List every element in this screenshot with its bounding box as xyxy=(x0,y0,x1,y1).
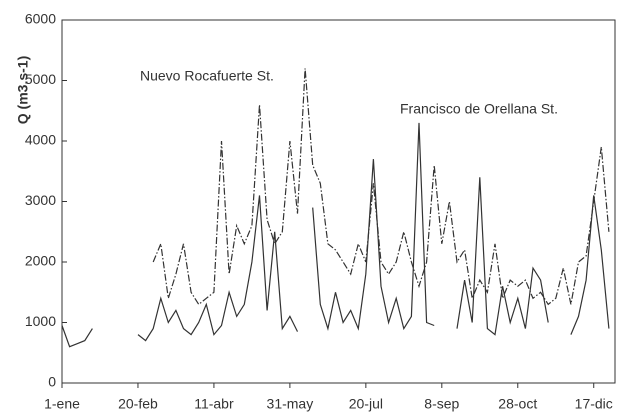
series-line xyxy=(570,195,610,335)
series-line xyxy=(61,325,93,348)
y-tick-label: 6000 xyxy=(25,11,56,27)
x-tick-label: 11-abr xyxy=(194,396,234,412)
x-tick-label: 17-dic xyxy=(575,396,613,412)
y-tick-label: 0 xyxy=(48,374,56,390)
series-line xyxy=(152,68,610,306)
annotation: Francisco de Orellana St. xyxy=(400,101,558,117)
annotation: Nuevo Rocafuerte St. xyxy=(140,68,274,84)
y-tick-label: 4000 xyxy=(25,132,56,148)
x-tick-label: 8-sep xyxy=(424,396,459,412)
y-tick-label: 2000 xyxy=(25,253,56,269)
series-line xyxy=(312,122,435,331)
x-tick-label: 20-jul xyxy=(349,396,383,412)
y-tick-label: 1000 xyxy=(25,313,56,329)
series-line xyxy=(137,195,299,342)
x-tick-label: 20-feb xyxy=(118,396,158,412)
y-tick-label: 3000 xyxy=(25,192,56,208)
x-tick-label: 31-may xyxy=(267,396,314,412)
y-tick-label: 5000 xyxy=(25,71,56,87)
x-tick-label: 1-ene xyxy=(44,396,80,412)
series-line xyxy=(456,177,549,336)
x-tick-label: 28-oct xyxy=(498,396,537,412)
y-axis-label: Q (m3.s-1) xyxy=(15,56,31,124)
